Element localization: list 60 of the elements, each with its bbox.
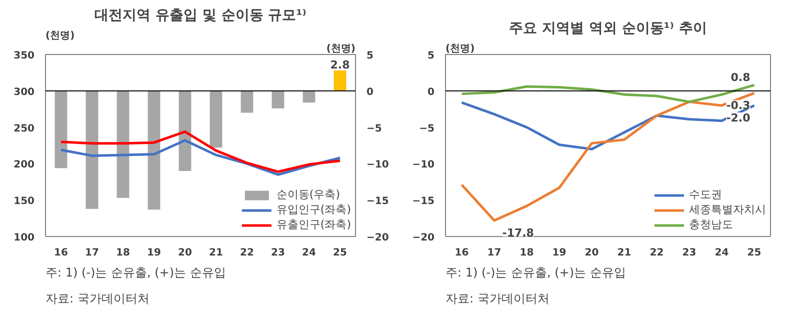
x-tick-label: 22: [240, 248, 254, 258]
x-tick-label: 21: [617, 248, 632, 258]
y2-axis-title: (천명): [326, 44, 356, 54]
text: 주: 1) (-)는 순유출, (+)는 순유입: [46, 266, 226, 280]
data-label: 2.8: [330, 58, 350, 72]
y-tick-label: 250: [14, 123, 35, 134]
y-tick-label: 150: [14, 196, 35, 208]
x-tick-label: 23: [271, 248, 285, 258]
legend-label: 세종특별자치시: [689, 202, 766, 217]
x-tick-label: 24: [714, 248, 729, 258]
x-tick-label: 19: [147, 248, 161, 258]
x-tick-label: 25: [747, 248, 762, 258]
x-tick-label: 20: [584, 248, 599, 258]
chart-title: 주요 지역별 역외 순이동¹⁾ 추이: [509, 20, 707, 36]
text: 자료: 국가데이터처: [446, 292, 550, 306]
y-tick-label: 5: [428, 50, 435, 62]
legend-label: 순이동(우축): [276, 187, 340, 202]
data-label: -2.0: [726, 111, 751, 124]
data-label: -17.8: [502, 226, 534, 240]
y-tick-label: −20: [412, 232, 435, 244]
line-series: [460, 101, 756, 150]
y-tick-label: −15: [412, 196, 435, 208]
x-tick-label: 17: [487, 248, 502, 258]
y-tick-label: 350: [14, 50, 35, 62]
y2-tick-label: −5: [366, 123, 382, 134]
x-tick-label: 16: [454, 248, 469, 258]
legend-label: 유출인구(좌축): [276, 217, 351, 232]
x-tick-label: 16: [54, 248, 68, 258]
legend-label: 유입인구(좌축): [276, 202, 351, 217]
x-tick-label: 19: [552, 248, 566, 258]
x-tick-label: 25: [333, 248, 347, 258]
y-tick-label: 100: [14, 232, 35, 244]
x-tick-label: 17: [85, 248, 99, 258]
legend-label: 수도권: [689, 187, 722, 202]
y2-tick-label: −15: [366, 196, 389, 208]
x-tick-label: 18: [520, 248, 534, 258]
y-tick-label: 200: [14, 160, 35, 171]
chart-title: 대전지역 유출입 및 순이동 규모¹⁾: [94, 8, 306, 24]
x-tick-label: 18: [116, 248, 130, 258]
x-tick-label: 24: [302, 248, 316, 258]
y-tick-label: −5: [419, 123, 435, 134]
y2-tick-label: 5: [366, 50, 374, 62]
y-tick-label: −10: [412, 160, 435, 171]
data-label: 0.8: [730, 71, 750, 84]
y2-tick-label: 0: [366, 86, 374, 98]
y-tick-label: 0: [428, 86, 435, 98]
x-tick-label: 23: [682, 248, 696, 258]
y-tick-label: 300: [14, 86, 35, 98]
x-tick-label: 21: [209, 248, 223, 258]
text: 주: 1) (-)는 순유출, (+)는 순유입: [446, 266, 626, 280]
y2-tick-label: −10: [366, 160, 389, 171]
x-tick-label: 22: [650, 248, 664, 258]
legend-label: 충청남도: [689, 217, 733, 232]
y2-tick-label: −20: [366, 232, 389, 244]
data-label: -0.3: [726, 99, 750, 112]
y-axis-title: (천명): [46, 30, 75, 42]
text: 자료: 국가데이터처: [46, 292, 150, 306]
y-axis-title: (천명): [446, 44, 475, 54]
line-series: [60, 130, 342, 173]
x-tick-label: 20: [178, 248, 192, 258]
